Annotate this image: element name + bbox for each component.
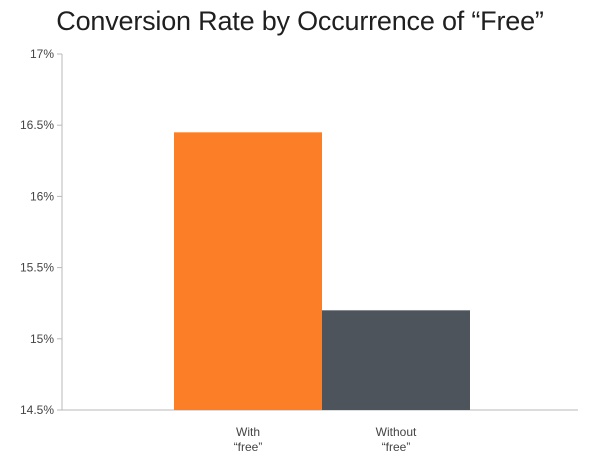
y-tick-label: 15.5% <box>20 261 54 275</box>
x-category-label: Without “free” <box>376 425 417 454</box>
bar <box>174 132 322 410</box>
y-tick-label: 17% <box>30 47 54 61</box>
y-tick-label: 14.5% <box>20 403 54 417</box>
x-category-label-line: “free” <box>234 440 263 454</box>
x-category-label-line: Without <box>376 425 417 439</box>
y-tick-label: 16% <box>30 189 54 203</box>
bar <box>322 310 470 410</box>
bar-group <box>174 132 470 410</box>
y-tick-label: 15% <box>30 332 54 346</box>
x-category-label-line: “free” <box>382 440 411 454</box>
y-tick-group: 14.5% 15% 15.5% 16% 16.5% 17% <box>20 47 62 417</box>
x-category-label: With “free” <box>234 425 263 454</box>
x-category-label-line: With <box>236 425 260 439</box>
x-label-group: With “free”Without “free” <box>234 425 417 454</box>
chart-title: Conversion Rate by Occurrence of “Free” <box>56 6 544 36</box>
y-tick-label: 16.5% <box>20 118 54 132</box>
